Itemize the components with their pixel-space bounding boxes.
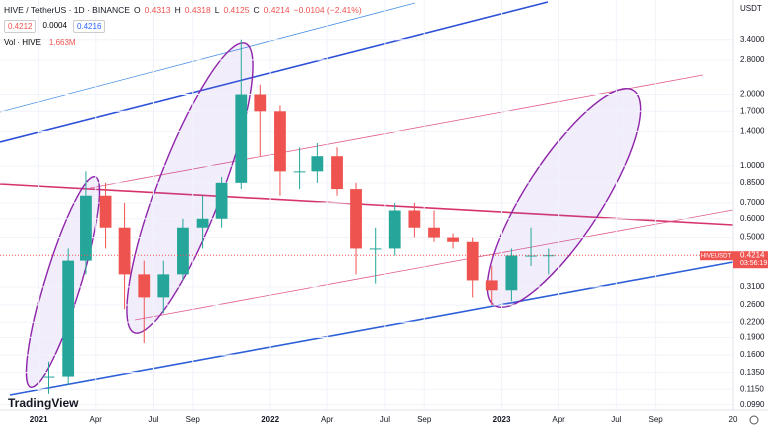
x-tick-label: 2021 [30,415,48,424]
y-tick-label: 1.4000 [740,126,765,135]
y-tick-label: 0.1600 [740,350,765,359]
y-tick-label: 2.0000 [740,90,765,99]
value: 0.4313 [144,5,171,15]
candle-body [408,210,421,228]
trend-line [0,183,734,226]
x-tick-label: Sep [186,415,201,424]
x-tick-label: Apr [321,415,334,424]
candle-body [331,156,343,190]
y-tick-label: 0.1900 [740,333,765,342]
settings-icon[interactable] [749,415,759,425]
x-tick-label: Jul [611,415,621,424]
y-tick-label: 3.4000 [740,35,765,44]
price-tag-price: 0.4214 [740,250,765,259]
x-tick-label: Apr [90,415,103,424]
candle-body [293,171,306,173]
x-tick-label: Sep [649,415,664,424]
symbol-tag [700,251,733,261]
label: O [133,5,141,15]
y-tick-label: 2.8000 [740,55,765,64]
symbol-tag-text: HIVEUSDT [701,253,732,259]
y-tick-label: 0.1350 [740,368,765,377]
candle-body [274,111,286,172]
candles [42,39,555,394]
value: 0.4214 [263,5,290,15]
candle-body [525,255,537,257]
price-axis [733,0,768,429]
candle-body [157,274,170,298]
value: 1.663M [48,38,76,47]
candle-body [466,241,479,281]
spread: 0.0004 [42,21,67,30]
bid[interactable]: 0.4212 [4,20,37,33]
candle-body [80,195,92,261]
label: H [174,5,181,15]
candle-body [505,255,518,291]
x-tick-label: 2022 [261,415,279,424]
x-tick-label: Apr [552,415,565,424]
y-tick-label: 0.6000 [740,214,765,223]
y-tick-label: 0.7000 [740,198,765,207]
candle-body [485,280,498,291]
candle-body [388,210,401,249]
y-tick-label: 1.0000 [740,161,765,170]
axis-unit: USDT [740,4,762,13]
x-tick-label: Jul [148,415,158,424]
ask[interactable]: 0.4216 [72,20,106,33]
legend: HIVE / TetherUS · 1D · BINANCE O 0.4313 H… [4,5,362,15]
y-tick-label: 0.1150 [740,384,764,393]
x-tick-label: Sep [417,415,432,424]
candle-body [215,182,228,219]
y-tick-label: 0.5000 [740,233,765,242]
candle-body [254,94,267,112]
trend-line [134,209,734,321]
value: 0.4318 [184,5,211,15]
x-tick-label: 20 [729,415,738,424]
y-tick-label: 0.2200 [740,317,765,326]
trend-line [0,1,549,143]
label: Vol · HIVE [4,38,41,47]
candle-body [196,218,209,228]
candle-body [62,260,75,377]
trend-line [0,2,416,113]
candle-body [118,227,131,275]
candle-body [138,274,151,298]
label: L [214,5,220,15]
candle-body [542,255,555,257]
price-tag-countdown: 03:56:19 [740,260,767,267]
x-tick-label: Jul [380,415,390,424]
x-tick-label: 2023 [493,415,511,424]
candle-body [369,248,382,250]
bid-ask: 0.4212 0.0004 0.4216 [4,20,106,33]
brand: TradingView [8,396,79,410]
candle-body [428,227,440,238]
candle-body [177,227,189,275]
price-tag [733,251,768,269]
y-tick-label: 0.8500 [740,178,765,187]
candle-body [447,237,459,242]
value: 0.4125 [223,5,250,15]
candle-body [99,195,112,228]
candle-body [350,189,362,249]
symbol: HIVE / TetherUS · 1D · BINANCE [4,5,130,15]
change: −0.0104 (−2.41%) [293,5,362,15]
y-tick-label: 0.2600 [740,300,765,309]
candle-body [42,376,55,378]
y-tick-label: 0.3100 [740,282,765,291]
label: C [253,5,260,15]
y-tick-label: 1.7000 [740,106,765,115]
volume-legend: Vol · HIVE 1.663M [4,38,76,47]
candle-body [311,156,324,172]
candle-body [235,94,248,183]
y-tick-label: 0.0990 [740,400,765,409]
